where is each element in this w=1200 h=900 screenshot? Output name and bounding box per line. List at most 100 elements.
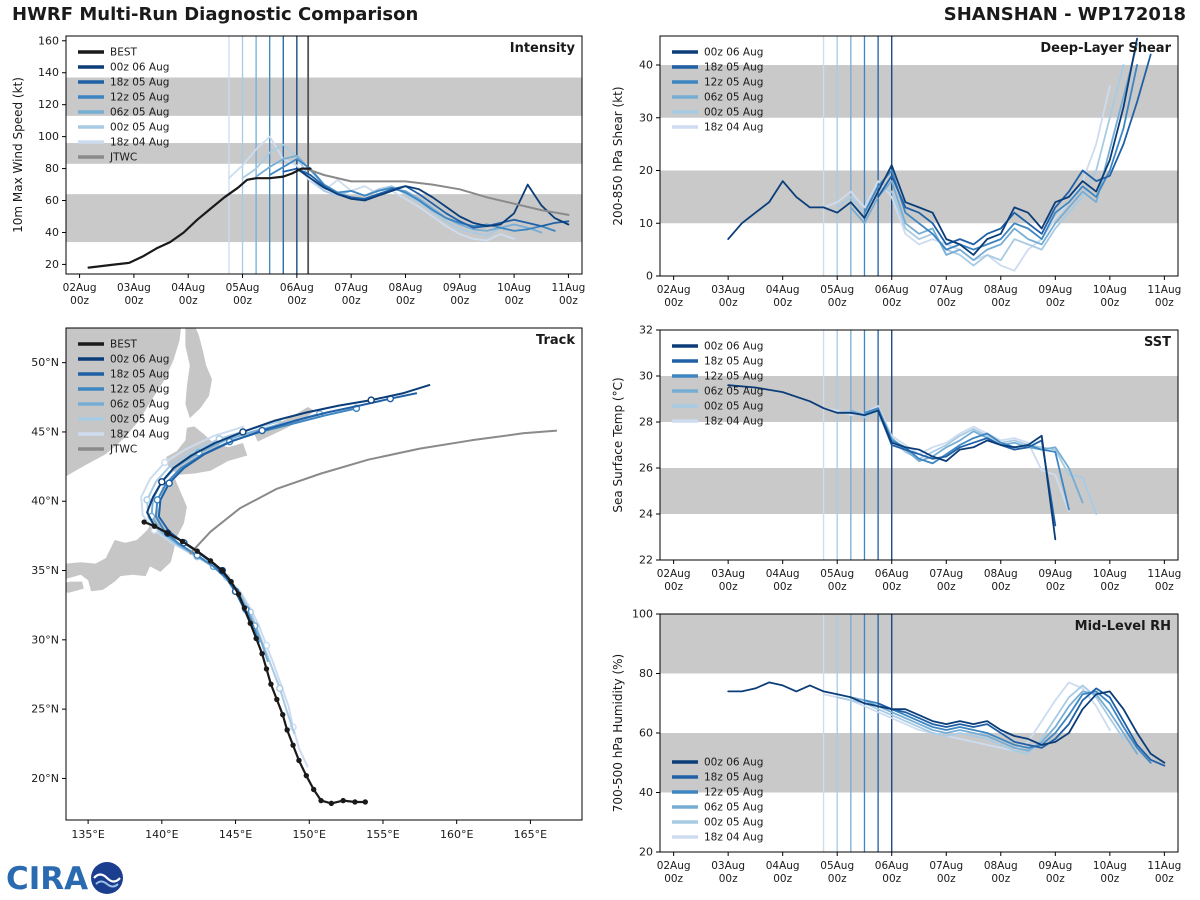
svg-text:00z: 00z (882, 581, 901, 593)
svg-text:Intensity: Intensity (510, 41, 576, 56)
svg-text:40: 40 (639, 786, 653, 799)
svg-text:10Aug: 10Aug (1093, 860, 1127, 872)
sst-chart: SST 22 24 26 28 30 32 02Aug 00z 03Aug 00z 04Aug 00z 0… (608, 324, 1194, 610)
svg-text:12z 05 Aug: 12z 05 Aug (704, 77, 763, 89)
svg-text:09Aug: 09Aug (1038, 284, 1072, 296)
svg-text:200-850 hPa Shear (kt): 200-850 hPa Shear (kt) (611, 86, 625, 225)
svg-text:05Aug: 05Aug (226, 282, 260, 294)
svg-text:165°E: 165°E (514, 828, 547, 841)
svg-text:145°E: 145°E (219, 828, 252, 841)
svg-text:10Aug: 10Aug (497, 282, 531, 294)
svg-text:JTWC: JTWC (109, 152, 137, 164)
svg-text:18z 04 Aug: 18z 04 Aug (704, 416, 763, 428)
svg-text:00z: 00z (179, 295, 198, 307)
svg-text:155°E: 155°E (366, 828, 399, 841)
svg-text:00z: 00z (559, 295, 578, 307)
svg-text:02Aug: 02Aug (657, 860, 691, 872)
svg-text:02Aug: 02Aug (657, 568, 691, 580)
svg-text:35°N: 35°N (31, 564, 59, 577)
svg-text:28: 28 (639, 416, 653, 429)
svg-text:18z 05 Aug: 18z 05 Aug (704, 356, 763, 368)
svg-text:80: 80 (45, 162, 59, 175)
svg-text:00z: 00z (719, 581, 738, 593)
svg-text:160: 160 (38, 34, 59, 47)
svg-text:150°E: 150°E (293, 828, 326, 841)
svg-text:04Aug: 04Aug (171, 282, 205, 294)
svg-text:11Aug: 11Aug (551, 282, 585, 294)
svg-text:25°N: 25°N (31, 703, 59, 716)
page-title-left: HWRF Multi-Run Diagnostic Comparison (12, 4, 419, 25)
svg-text:00z 06 Aug: 00z 06 Aug (704, 341, 763, 353)
svg-text:00z: 00z (505, 295, 524, 307)
svg-text:04Aug: 04Aug (766, 860, 800, 872)
svg-text:00z: 00z (664, 581, 683, 593)
svg-text:00z: 00z (1100, 297, 1119, 309)
svg-text:00z 06 Aug: 00z 06 Aug (704, 757, 763, 769)
svg-text:00z 06 Aug: 00z 06 Aug (110, 62, 169, 74)
svg-text:120: 120 (38, 98, 59, 111)
svg-text:10Aug: 10Aug (1093, 568, 1127, 580)
svg-text:30°N: 30°N (31, 633, 59, 646)
svg-text:12z 05 Aug: 12z 05 Aug (704, 371, 763, 383)
svg-text:00z 05 Aug: 00z 05 Aug (110, 414, 169, 426)
svg-text:00z: 00z (1100, 581, 1119, 593)
svg-text:140: 140 (38, 66, 59, 79)
intensity-chart: Intensity 20 40 60 80 100 120 140 160 02Aug 00z 03A… (8, 30, 596, 324)
svg-text:00z: 00z (1155, 873, 1174, 885)
svg-text:07Aug: 07Aug (929, 860, 963, 872)
svg-text:18z 04 Aug: 18z 04 Aug (110, 137, 169, 149)
svg-text:00z: 00z (450, 295, 469, 307)
svg-text:04Aug: 04Aug (766, 568, 800, 580)
svg-text:00z: 00z (991, 581, 1010, 593)
svg-text:00z: 00z (882, 873, 901, 885)
svg-text:06Aug: 06Aug (875, 284, 909, 296)
svg-text:00z: 00z (773, 297, 792, 309)
track-map: Track 20°N 25°N 30°N 35°N 40°N 45°N 50°N 135°E 14… (8, 322, 596, 872)
svg-text:Deep-Layer Shear: Deep-Layer Shear (1040, 41, 1171, 56)
svg-text:03Aug: 03Aug (711, 568, 745, 580)
svg-text:00z: 00z (233, 295, 252, 307)
svg-text:80: 80 (639, 667, 653, 680)
svg-text:09Aug: 09Aug (1038, 568, 1072, 580)
svg-text:10m Max Wind Speed (kt): 10m Max Wind Speed (kt) (11, 77, 25, 233)
svg-text:07Aug: 07Aug (929, 568, 963, 580)
svg-text:06z 05 Aug: 06z 05 Aug (704, 802, 763, 814)
svg-text:06z 05 Aug: 06z 05 Aug (110, 399, 169, 411)
svg-text:00z: 00z (937, 297, 956, 309)
svg-text:22: 22 (639, 554, 653, 567)
svg-text:06Aug: 06Aug (875, 568, 909, 580)
svg-text:00z: 00z (1155, 581, 1174, 593)
svg-text:135°E: 135°E (71, 828, 104, 841)
svg-text:00z: 00z (70, 295, 89, 307)
svg-text:07Aug: 07Aug (929, 284, 963, 296)
svg-text:11Aug: 11Aug (1147, 568, 1181, 580)
svg-text:00z: 00z (1046, 873, 1065, 885)
svg-text:30: 30 (639, 111, 653, 124)
svg-text:100: 100 (632, 608, 653, 621)
svg-text:08Aug: 08Aug (984, 568, 1018, 580)
svg-text:20°N: 20°N (31, 772, 59, 785)
page-title-right: SHANSHAN - WP172018 (943, 4, 1186, 25)
svg-text:18z 05 Aug: 18z 05 Aug (110, 77, 169, 89)
svg-text:12z 05 Aug: 12z 05 Aug (110, 92, 169, 104)
svg-text:00z: 00z (342, 295, 361, 307)
svg-text:00z: 00z (937, 873, 956, 885)
svg-text:00z: 00z (1046, 297, 1065, 309)
svg-text:18z 05 Aug: 18z 05 Aug (704, 62, 763, 74)
svg-text:24: 24 (639, 508, 653, 521)
svg-text:07Aug: 07Aug (334, 282, 368, 294)
svg-text:60: 60 (639, 727, 653, 740)
svg-text:140°E: 140°E (145, 828, 178, 841)
svg-text:00z 05 Aug: 00z 05 Aug (704, 401, 763, 413)
svg-text:18z 04 Aug: 18z 04 Aug (704, 122, 763, 134)
svg-text:08Aug: 08Aug (389, 282, 423, 294)
svg-text:45°N: 45°N (31, 425, 59, 438)
shear-chart: Deep-Layer Shear 0 10 20 30 40 02Aug 00z 03Aug 00… (608, 30, 1194, 326)
svg-text:00z 05 Aug: 00z 05 Aug (704, 107, 763, 119)
svg-text:100: 100 (38, 130, 59, 143)
cira-logo: CIRA (4, 856, 144, 900)
svg-text:05Aug: 05Aug (820, 284, 854, 296)
svg-text:26: 26 (639, 462, 653, 475)
svg-text:09Aug: 09Aug (1038, 860, 1072, 872)
